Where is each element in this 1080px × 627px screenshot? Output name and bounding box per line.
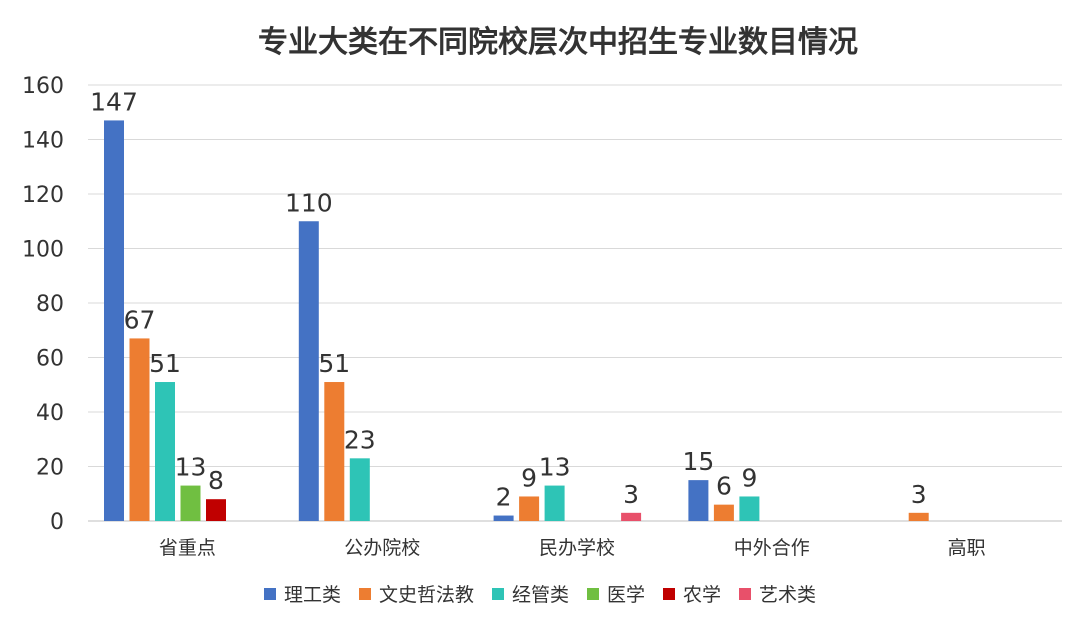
data-label: 23 (344, 425, 376, 454)
x-tick-label: 高职 (948, 537, 986, 559)
legend-label: 文史哲法教 (379, 584, 474, 606)
legend-swatch (587, 588, 599, 600)
legend-label: 理工类 (284, 584, 341, 606)
x-tick-label: 省重点 (159, 537, 216, 559)
bar-理工类-民办学校 (493, 515, 514, 521)
legend-item: 农学 (663, 584, 721, 606)
y-tick-label: 0 (50, 510, 64, 535)
x-tick-label: 中外合作 (734, 537, 810, 559)
data-label: 15 (682, 447, 714, 476)
data-label: 147 (90, 87, 138, 116)
gridlines (88, 84, 1062, 522)
y-tick-label: 20 (36, 456, 64, 481)
bar-理工类-省重点 (104, 120, 124, 522)
bar-文史哲法教-中外合作 (713, 504, 734, 521)
legend-item: 艺术类 (739, 584, 816, 606)
data-label: 2 (496, 483, 512, 512)
data-label: 3 (623, 480, 639, 509)
y-tick-label: 60 (36, 347, 64, 372)
data-label: 6 (716, 472, 732, 501)
data-label: 8 (208, 466, 224, 495)
legend-swatch (739, 588, 751, 600)
y-tick-label: 160 (22, 74, 64, 99)
legend-swatch (492, 588, 504, 600)
data-label: 51 (318, 349, 350, 378)
bar-文史哲法教-公办院校 (324, 382, 345, 521)
legend-swatch (359, 588, 371, 600)
data-label: 3 (911, 480, 927, 509)
legend-item: 文史哲法教 (359, 584, 474, 606)
data-label: 51 (149, 349, 181, 378)
bar-经管类-省重点 (155, 382, 175, 521)
bars (104, 120, 929, 522)
data-label: 13 (175, 453, 207, 482)
legend-item: 医学 (587, 584, 645, 606)
bar-医学-省重点 (180, 485, 201, 521)
y-axis-ticks: 0 20 40 60 80 100 120 140 160 (22, 74, 64, 535)
data-label: 67 (124, 305, 156, 334)
y-tick-label: 100 (22, 238, 64, 263)
bar-理工类-公办院校 (298, 221, 319, 521)
legend-item: 理工类 (264, 584, 341, 606)
chart-title: 专业大类在不同院校层次中招生专业数目情况 (258, 25, 858, 60)
legend-label: 艺术类 (759, 584, 816, 606)
y-tick-label: 80 (36, 292, 64, 317)
data-label: 9 (521, 463, 537, 492)
x-axis-ticks: 省重点 公办院校 民办学校 中外合作 高职 (159, 537, 986, 559)
data-label: 110 (285, 188, 333, 217)
x-tick-label: 民办学校 (539, 537, 615, 559)
bar-农学-省重点 (206, 499, 226, 521)
bar-理工类-中外合作 (688, 480, 709, 521)
bar-文史哲法教-高职 (908, 512, 929, 521)
bar-经管类-公办院校 (349, 458, 370, 521)
legend-label: 农学 (683, 584, 721, 606)
bar-文史哲法教-省重点 (129, 338, 150, 521)
bar-文史哲法教-民办学校 (519, 496, 540, 521)
bar-经管类-中外合作 (739, 496, 760, 521)
legend-label: 经管类 (512, 584, 569, 606)
bar-艺术类-民办学校 (621, 512, 642, 521)
y-tick-label: 40 (36, 401, 64, 426)
bar-经管类-民办学校 (544, 485, 565, 521)
data-label: 9 (741, 463, 757, 492)
legend-label: 医学 (607, 584, 645, 606)
data-label: 13 (539, 453, 571, 482)
y-tick-label: 120 (22, 183, 64, 208)
legend: 理工类 文史哲法教 经管类 医学 农学 艺术类 (264, 584, 816, 606)
legend-swatch (264, 588, 276, 600)
x-tick-label: 公办院校 (344, 537, 420, 559)
legend-item: 经管类 (492, 584, 569, 606)
y-tick-label: 140 (22, 129, 64, 154)
legend-swatch (663, 588, 675, 600)
